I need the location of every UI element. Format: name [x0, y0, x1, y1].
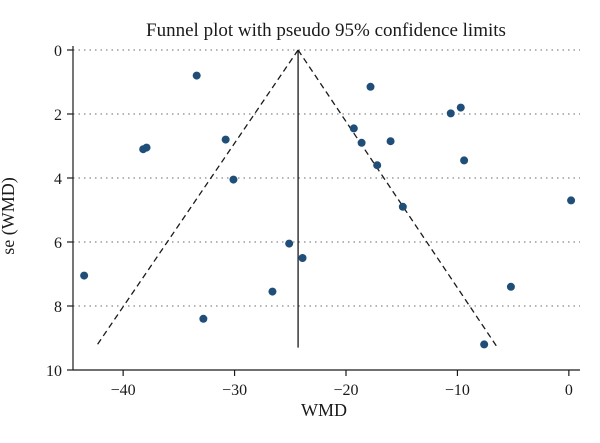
study-point — [398, 202, 407, 211]
y-tick-label: 8 — [54, 299, 62, 316]
study-point — [285, 239, 294, 248]
x-tick-label: −40 — [111, 382, 136, 399]
y-tick-label: 2 — [54, 107, 62, 124]
chart-title: Funnel plot with pseudo 95% confidence l… — [146, 20, 506, 41]
study-point — [456, 103, 465, 112]
study-point — [480, 340, 489, 349]
funnel-lines — [95, 49, 497, 348]
study-point — [386, 137, 395, 146]
study-point — [506, 282, 515, 291]
x-tick-label: 0 — [565, 382, 573, 399]
study-point — [192, 71, 201, 80]
study-point — [298, 254, 307, 262]
study-point — [268, 287, 277, 296]
study-point — [199, 314, 208, 323]
study-point — [366, 82, 375, 91]
x-tick-label: −20 — [333, 382, 358, 399]
study-point — [373, 161, 382, 170]
ci-lower-line — [95, 49, 299, 347]
y-tick-label: 6 — [54, 235, 62, 252]
study-point — [80, 271, 89, 280]
y-tick-label: 0 — [54, 43, 62, 60]
axes — [67, 46, 580, 376]
study-point — [349, 124, 358, 133]
study-point — [460, 156, 469, 165]
grid-lines — [73, 49, 580, 307]
ci-upper-line — [297, 49, 497, 347]
y-axis-label: se (WMD) — [0, 177, 19, 254]
y-tick-label: 10 — [46, 363, 62, 380]
tick-labels: 0 2 4 6 8 10 −40 −30 −20 −10 0 — [46, 43, 573, 399]
study-point — [567, 196, 576, 205]
study-point — [446, 109, 455, 118]
study-point — [229, 175, 238, 184]
data-points — [80, 71, 576, 349]
x-axis-label: WMD — [301, 400, 347, 420]
study-point — [357, 138, 366, 147]
y-tick-label: 4 — [54, 171, 62, 188]
study-point — [221, 135, 230, 144]
x-tick-label: −30 — [222, 382, 247, 399]
x-tick-label: −10 — [445, 382, 470, 399]
study-point — [142, 143, 151, 152]
